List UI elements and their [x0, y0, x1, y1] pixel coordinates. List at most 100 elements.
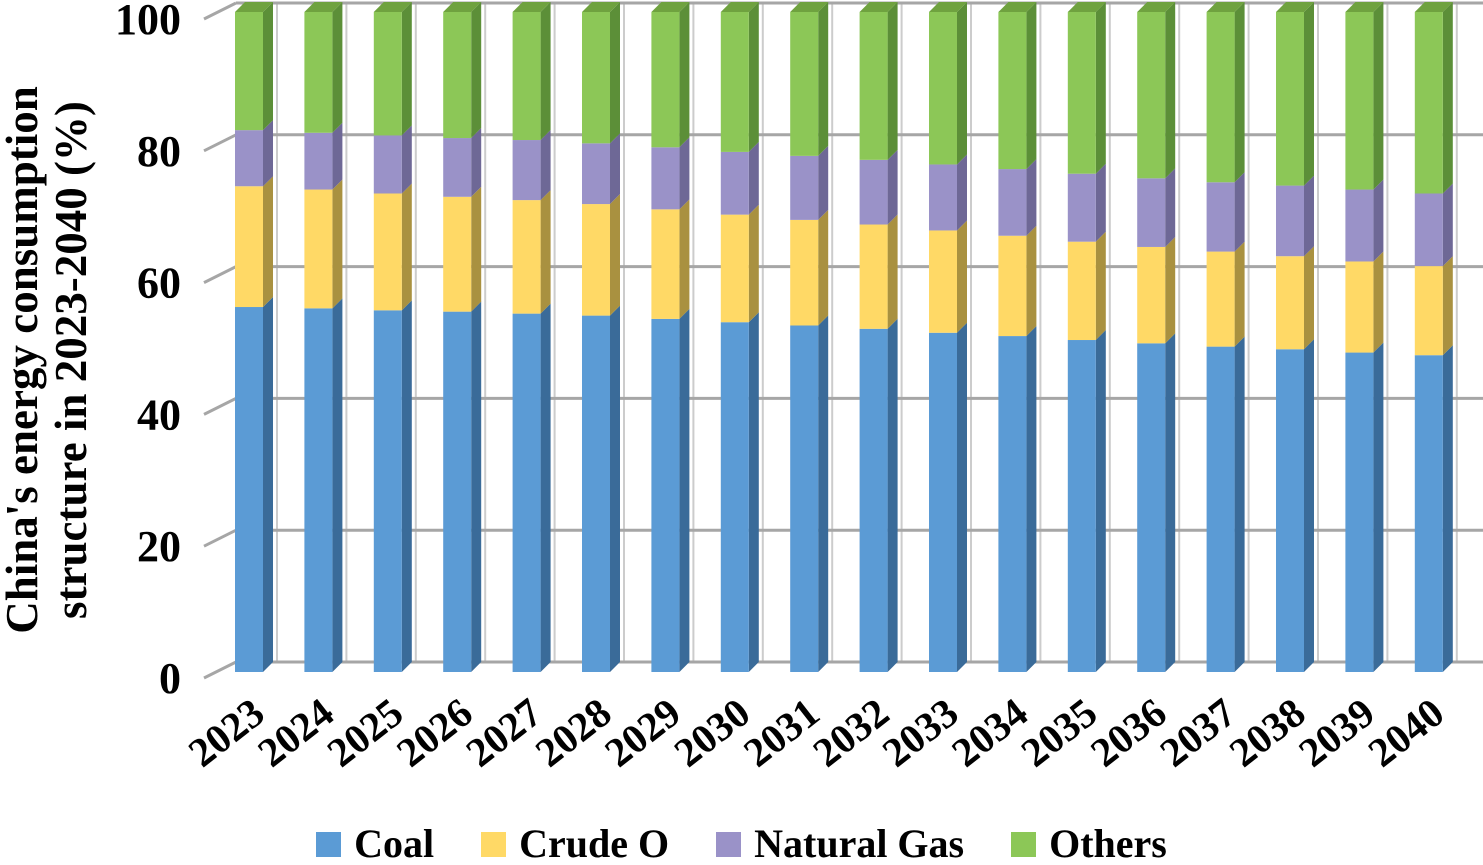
legend-swatch [1011, 831, 1037, 857]
segment-2031-Natural Gas [790, 155, 819, 220]
segment-top-2025-Others [373, 2, 412, 12]
bar-2036 [1137, 2, 1176, 672]
legend-item-others: Others [1011, 824, 1167, 864]
segment-side-2036-Coal [1165, 333, 1176, 672]
segment-2040-Natural Gas [1414, 193, 1443, 267]
segment-side-2033-Others [957, 2, 967, 165]
bar-2027 [512, 2, 551, 672]
segment-2032-Coal [859, 328, 888, 672]
segment-2039-Natural Gas [1345, 189, 1374, 262]
segment-2036-Others [1137, 12, 1166, 179]
segment-2029-Crude O [651, 209, 680, 319]
segment-2034-Others [998, 12, 1027, 170]
segment-2027-Others [512, 12, 541, 141]
segment-side-2039-Crude O [1373, 251, 1384, 353]
segment-2033-Natural Gas [929, 164, 957, 231]
y-axis-tick [203, 397, 237, 416]
bar-2031 [790, 2, 829, 672]
segment-side-2037-Others [1234, 2, 1245, 183]
segment-2028-Coal [582, 315, 610, 672]
segment-2038-Crude O [1276, 256, 1304, 350]
segment-top-2033-Others [929, 2, 967, 12]
segment-2030-Crude O [720, 214, 749, 323]
y-tick-label: 40 [137, 390, 181, 439]
segment-top-2031-Others [790, 2, 829, 12]
legend-swatch [481, 831, 507, 857]
y-tick-label: 60 [137, 259, 181, 308]
segment-2025-Natural Gas [373, 135, 402, 194]
segment-2035-Crude O [1067, 241, 1096, 341]
segment-2026-Natural Gas [443, 138, 472, 197]
segment-2025-Coal [373, 310, 402, 672]
segment-2037-Others [1206, 12, 1235, 183]
segment-2024-Others [304, 12, 333, 133]
bar-2033 [929, 2, 967, 672]
segment-side-2029-Natural Gas [679, 137, 690, 210]
segment-2029-Coal [651, 318, 680, 672]
segment-2028-Crude O [582, 204, 610, 316]
segment-side-2037-Natural Gas [1234, 172, 1245, 252]
segment-side-2024-Crude O [332, 179, 343, 309]
segment-side-2023-Crude O [263, 176, 273, 308]
segment-top-2030-Others [720, 2, 759, 12]
segment-side-2035-Others [1095, 2, 1106, 174]
segment-2038-Others [1276, 12, 1304, 186]
y-axis-tick [203, 528, 237, 548]
segment-top-2037-Others [1206, 2, 1245, 12]
bar-2038 [1276, 2, 1314, 672]
segment-side-2030-Others [748, 2, 759, 152]
segment-top-2032-Others [859, 2, 898, 12]
segment-top-2026-Others [443, 2, 482, 12]
segment-side-2029-Others [679, 2, 690, 148]
y-tick-label: 100 [115, 0, 181, 44]
bar-2037 [1206, 2, 1245, 672]
segment-side-2040-Natural Gas [1442, 183, 1453, 267]
segment-top-2039-Others [1345, 2, 1384, 12]
segment-2026-Coal [443, 311, 472, 672]
segment-2035-Others [1067, 12, 1096, 174]
legend-item-natural-gas: Natural Gas [716, 824, 964, 864]
segment-top-2029-Others [651, 2, 690, 12]
segment-side-2034-Crude O [1026, 225, 1037, 337]
segment-top-2035-Others [1067, 2, 1106, 12]
legend-swatch [716, 831, 742, 857]
bar-2034 [998, 2, 1037, 672]
segment-2032-Natural Gas [859, 159, 888, 225]
segment-2039-Others [1345, 12, 1374, 190]
segment-2023-Crude O [235, 186, 263, 308]
segment-side-2023-Others [263, 2, 273, 131]
segment-side-2033-Natural Gas [957, 154, 967, 231]
segment-2031-Others [790, 12, 819, 156]
segment-2027-Crude O [512, 200, 541, 314]
segment-2032-Crude O [859, 224, 888, 329]
legend-swatch [316, 831, 342, 857]
segment-2039-Crude O [1345, 261, 1374, 353]
segment-2030-Coal [720, 322, 749, 672]
segment-side-2039-Natural Gas [1373, 179, 1384, 262]
segment-2030-Natural Gas [720, 151, 749, 215]
segment-2034-Crude O [998, 235, 1027, 337]
segment-side-2036-Others [1165, 2, 1176, 179]
segment-side-2023-Natural Gas [263, 120, 273, 187]
segment-2034-Coal [998, 336, 1027, 672]
segment-side-2031-Others [818, 2, 829, 156]
segment-2037-Coal [1206, 346, 1235, 672]
bar-2030 [720, 2, 759, 672]
segment-top-2023-Others [235, 2, 273, 12]
bar-2035 [1067, 2, 1106, 672]
segment-2026-Crude O [443, 196, 472, 312]
segment-top-2040-Others [1414, 2, 1453, 12]
segment-2035-Coal [1067, 340, 1096, 672]
legend: Coal Crude O Natural Gas Others [0, 824, 1483, 864]
legend-item-coal: Coal [316, 824, 434, 864]
segment-2037-Natural Gas [1206, 182, 1235, 252]
segment-2023-Natural Gas [235, 130, 263, 187]
segment-side-2040-Crude O [1442, 256, 1453, 356]
segment-side-2028-Natural Gas [610, 133, 620, 205]
segment-side-2035-Natural Gas [1095, 163, 1106, 242]
segment-side-2034-Natural Gas [1026, 159, 1037, 236]
segment-2029-Others [651, 12, 680, 148]
segment-top-2038-Others [1276, 2, 1314, 12]
segment-top-2034-Others [998, 2, 1037, 12]
